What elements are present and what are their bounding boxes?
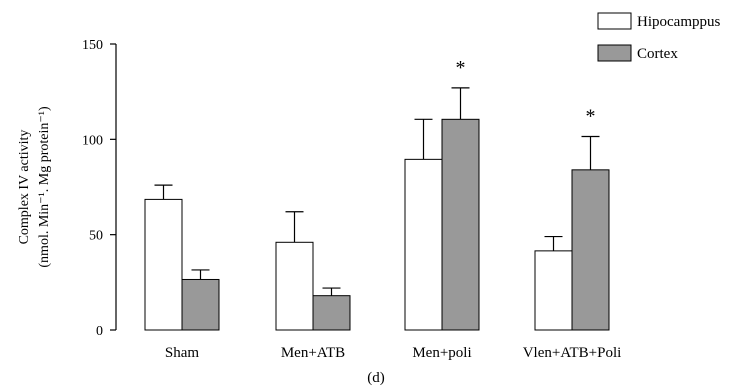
bar-hipocamppus-vlen-atb-poli <box>534 250 573 331</box>
y-axis-label: Complex IV activity <box>17 130 32 245</box>
bar-cortex-men-poli <box>441 118 480 331</box>
legend: Hipocamppus Cortex <box>597 12 720 62</box>
significance-star: * <box>586 105 596 127</box>
bars <box>144 87 610 331</box>
bar-cortex-men-atb <box>312 295 351 331</box>
y-tick-label: 50 <box>89 229 103 244</box>
x-tick-label: Men+ATB <box>281 345 345 361</box>
y-tick-label: 0 <box>96 324 103 339</box>
legend-swatch-cortex <box>597 44 632 62</box>
x-tick-label: Vlen+ATB+Poli <box>523 345 622 361</box>
legend-swatch-hipocamppus <box>597 12 632 30</box>
x-tick-labels: Sham Men+ATB Men+poli Vlen+ATB+Poli <box>165 345 621 361</box>
y-axis-label-units: (nmol. Min⁻¹. Mg protein⁻¹) <box>37 106 52 268</box>
y-tick-label: 150 <box>82 38 103 53</box>
y-ticks: 0 50 100 150 <box>82 38 116 339</box>
y-tick-label: 100 <box>82 133 103 148</box>
significance-star: * <box>456 57 466 79</box>
bar-hipocamppus-men-atb <box>275 241 314 331</box>
legend-label-hipocamppus: Hipocamppus <box>637 14 720 30</box>
bar-hipocamppus-sham <box>144 198 183 331</box>
bar-cortex-sham <box>181 278 220 331</box>
x-tick-label: Sham <box>165 345 200 361</box>
legend-label-cortex: Cortex <box>637 46 678 62</box>
x-tick-label: Men+poli <box>412 345 471 361</box>
significance-markers: ** <box>456 57 596 128</box>
panel-label: (d) <box>367 370 385 386</box>
bar-cortex-vlen-atb-poli <box>571 169 610 331</box>
bar-hipocamppus-men-poli <box>404 158 443 331</box>
